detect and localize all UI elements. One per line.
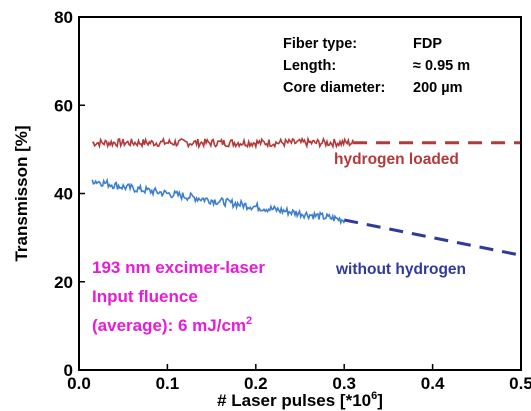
x-tick-label: 0.5 xyxy=(509,374,531,393)
x-tick-label: 0.2 xyxy=(244,374,268,393)
y-tick-label: 0 xyxy=(64,361,73,380)
info-fiber-type-key: Fiber type: xyxy=(283,36,357,52)
annotation-laser: 193 nm excimer-laser xyxy=(92,258,265,277)
info-fiber-type-value: FDP xyxy=(413,36,442,52)
data-layer xyxy=(91,135,522,257)
axis-ticks: 0.0 0.1 0.2 0.3 0.4 0.5 0 20 40 60 80 xyxy=(54,8,531,393)
info-core-diameter-key: Core diameter: xyxy=(283,80,385,96)
annotation-average-text: (average): 6 mJ/cm xyxy=(92,316,246,335)
y-tick-label: 20 xyxy=(54,273,73,292)
annotation-superscript: 2 xyxy=(246,315,252,327)
x-axis-title-superscript: 6 xyxy=(371,390,377,402)
x-axis-title-end: ] xyxy=(377,391,383,410)
x-tick-label: 0.1 xyxy=(156,374,180,393)
x-tick-label: 0.3 xyxy=(332,374,356,393)
y-tick-label: 80 xyxy=(54,8,73,27)
info-core-diameter-value: 200 µm xyxy=(413,80,462,96)
y-tick-label: 60 xyxy=(54,96,73,115)
x-axis-title-text: # Laser pulses [*10 xyxy=(217,391,371,410)
annotation-fluence: Input fluence xyxy=(92,287,198,306)
y-axis-title: Transmisson [%] xyxy=(12,125,31,261)
x-tick-label: 0.4 xyxy=(421,374,445,393)
series-measured-line xyxy=(91,135,354,150)
series-label-without-hydrogen: without hydrogen xyxy=(335,261,466,278)
x-axis-title: # Laser pulses [*106] xyxy=(217,390,383,410)
y-tick-label: 40 xyxy=(54,185,73,204)
annotation-average: (average): 6 mJ/cm2 xyxy=(92,315,252,335)
series-trend-line xyxy=(343,218,522,257)
series-measured-line xyxy=(91,177,345,226)
series-label-hydrogen-loaded: hydrogen loaded xyxy=(334,151,459,168)
x-tick-label: 0.0 xyxy=(67,374,91,393)
info-length-key: Length: xyxy=(283,58,336,74)
info-length-value: ≈ 0.95 m xyxy=(413,58,470,74)
